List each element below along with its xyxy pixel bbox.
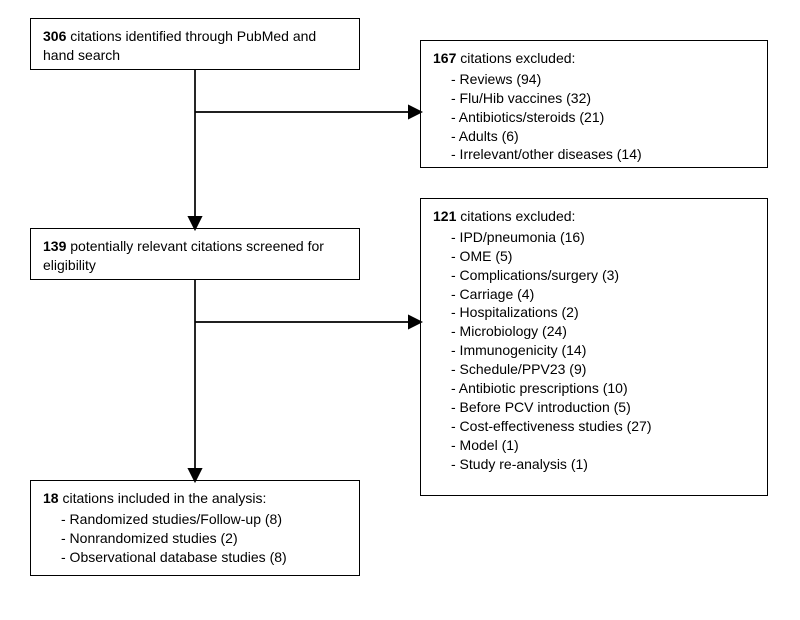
count-screened: 139 xyxy=(43,238,66,254)
list-item: - Hospitalizations (2) xyxy=(451,303,755,322)
text-identified: citations identified through PubMed and … xyxy=(43,28,316,63)
count-excluded-1: 167 xyxy=(433,50,456,66)
title-excluded-2: citations excluded: xyxy=(456,208,575,224)
list-item: - Antibiotic prescriptions (10) xyxy=(451,379,755,398)
list-item: - OME (5) xyxy=(451,247,755,266)
flow-box-screened: 139 potentially relevant citations scree… xyxy=(30,228,360,280)
list-item: - Model (1) xyxy=(451,436,755,455)
list-item: - Microbiology (24) xyxy=(451,322,755,341)
count-identified: 306 xyxy=(43,28,66,44)
list-item: - Nonrandomized studies (2) xyxy=(61,529,347,548)
flow-box-excluded-1: 167 citations excluded: - Reviews (94) -… xyxy=(420,40,768,168)
flow-box-excluded-2: 121 citations excluded: - IPD/pneumonia … xyxy=(420,198,768,496)
text-screened: potentially relevant citations screened … xyxy=(43,238,324,273)
excluded-2-list: - IPD/pneumonia (16) - OME (5) - Complic… xyxy=(433,228,755,474)
list-item: - Observational database studies (8) xyxy=(61,548,347,567)
list-item: - Cost-effectiveness studies (27) xyxy=(451,417,755,436)
count-excluded-2: 121 xyxy=(433,208,456,224)
list-item: - Before PCV introduction (5) xyxy=(451,398,755,417)
included-list: - Randomized studies/Follow-up (8) - Non… xyxy=(43,510,347,567)
list-item: - Study re-analysis (1) xyxy=(451,455,755,474)
list-item: - Irrelevant/other diseases (14) xyxy=(451,145,755,164)
list-item: - Immunogenicity (14) xyxy=(451,341,755,360)
list-item: - Adults (6) xyxy=(451,127,755,146)
list-item: - Randomized studies/Follow-up (8) xyxy=(61,510,347,529)
title-included: citations included in the analysis: xyxy=(59,490,267,506)
list-item: - IPD/pneumonia (16) xyxy=(451,228,755,247)
list-item: - Antibiotics/steroids (21) xyxy=(451,108,755,127)
list-item: - Reviews (94) xyxy=(451,70,755,89)
flow-box-identified: 306 citations identified through PubMed … xyxy=(30,18,360,70)
title-excluded-1: citations excluded: xyxy=(456,50,575,66)
list-item: - Carriage (4) xyxy=(451,285,755,304)
list-item: - Flu/Hib vaccines (32) xyxy=(451,89,755,108)
list-item: - Schedule/PPV23 (9) xyxy=(451,360,755,379)
flow-box-included: 18 citations included in the analysis: -… xyxy=(30,480,360,576)
list-item: - Complications/surgery (3) xyxy=(451,266,755,285)
excluded-1-list: - Reviews (94) - Flu/Hib vaccines (32) -… xyxy=(433,70,755,164)
count-included: 18 xyxy=(43,490,59,506)
